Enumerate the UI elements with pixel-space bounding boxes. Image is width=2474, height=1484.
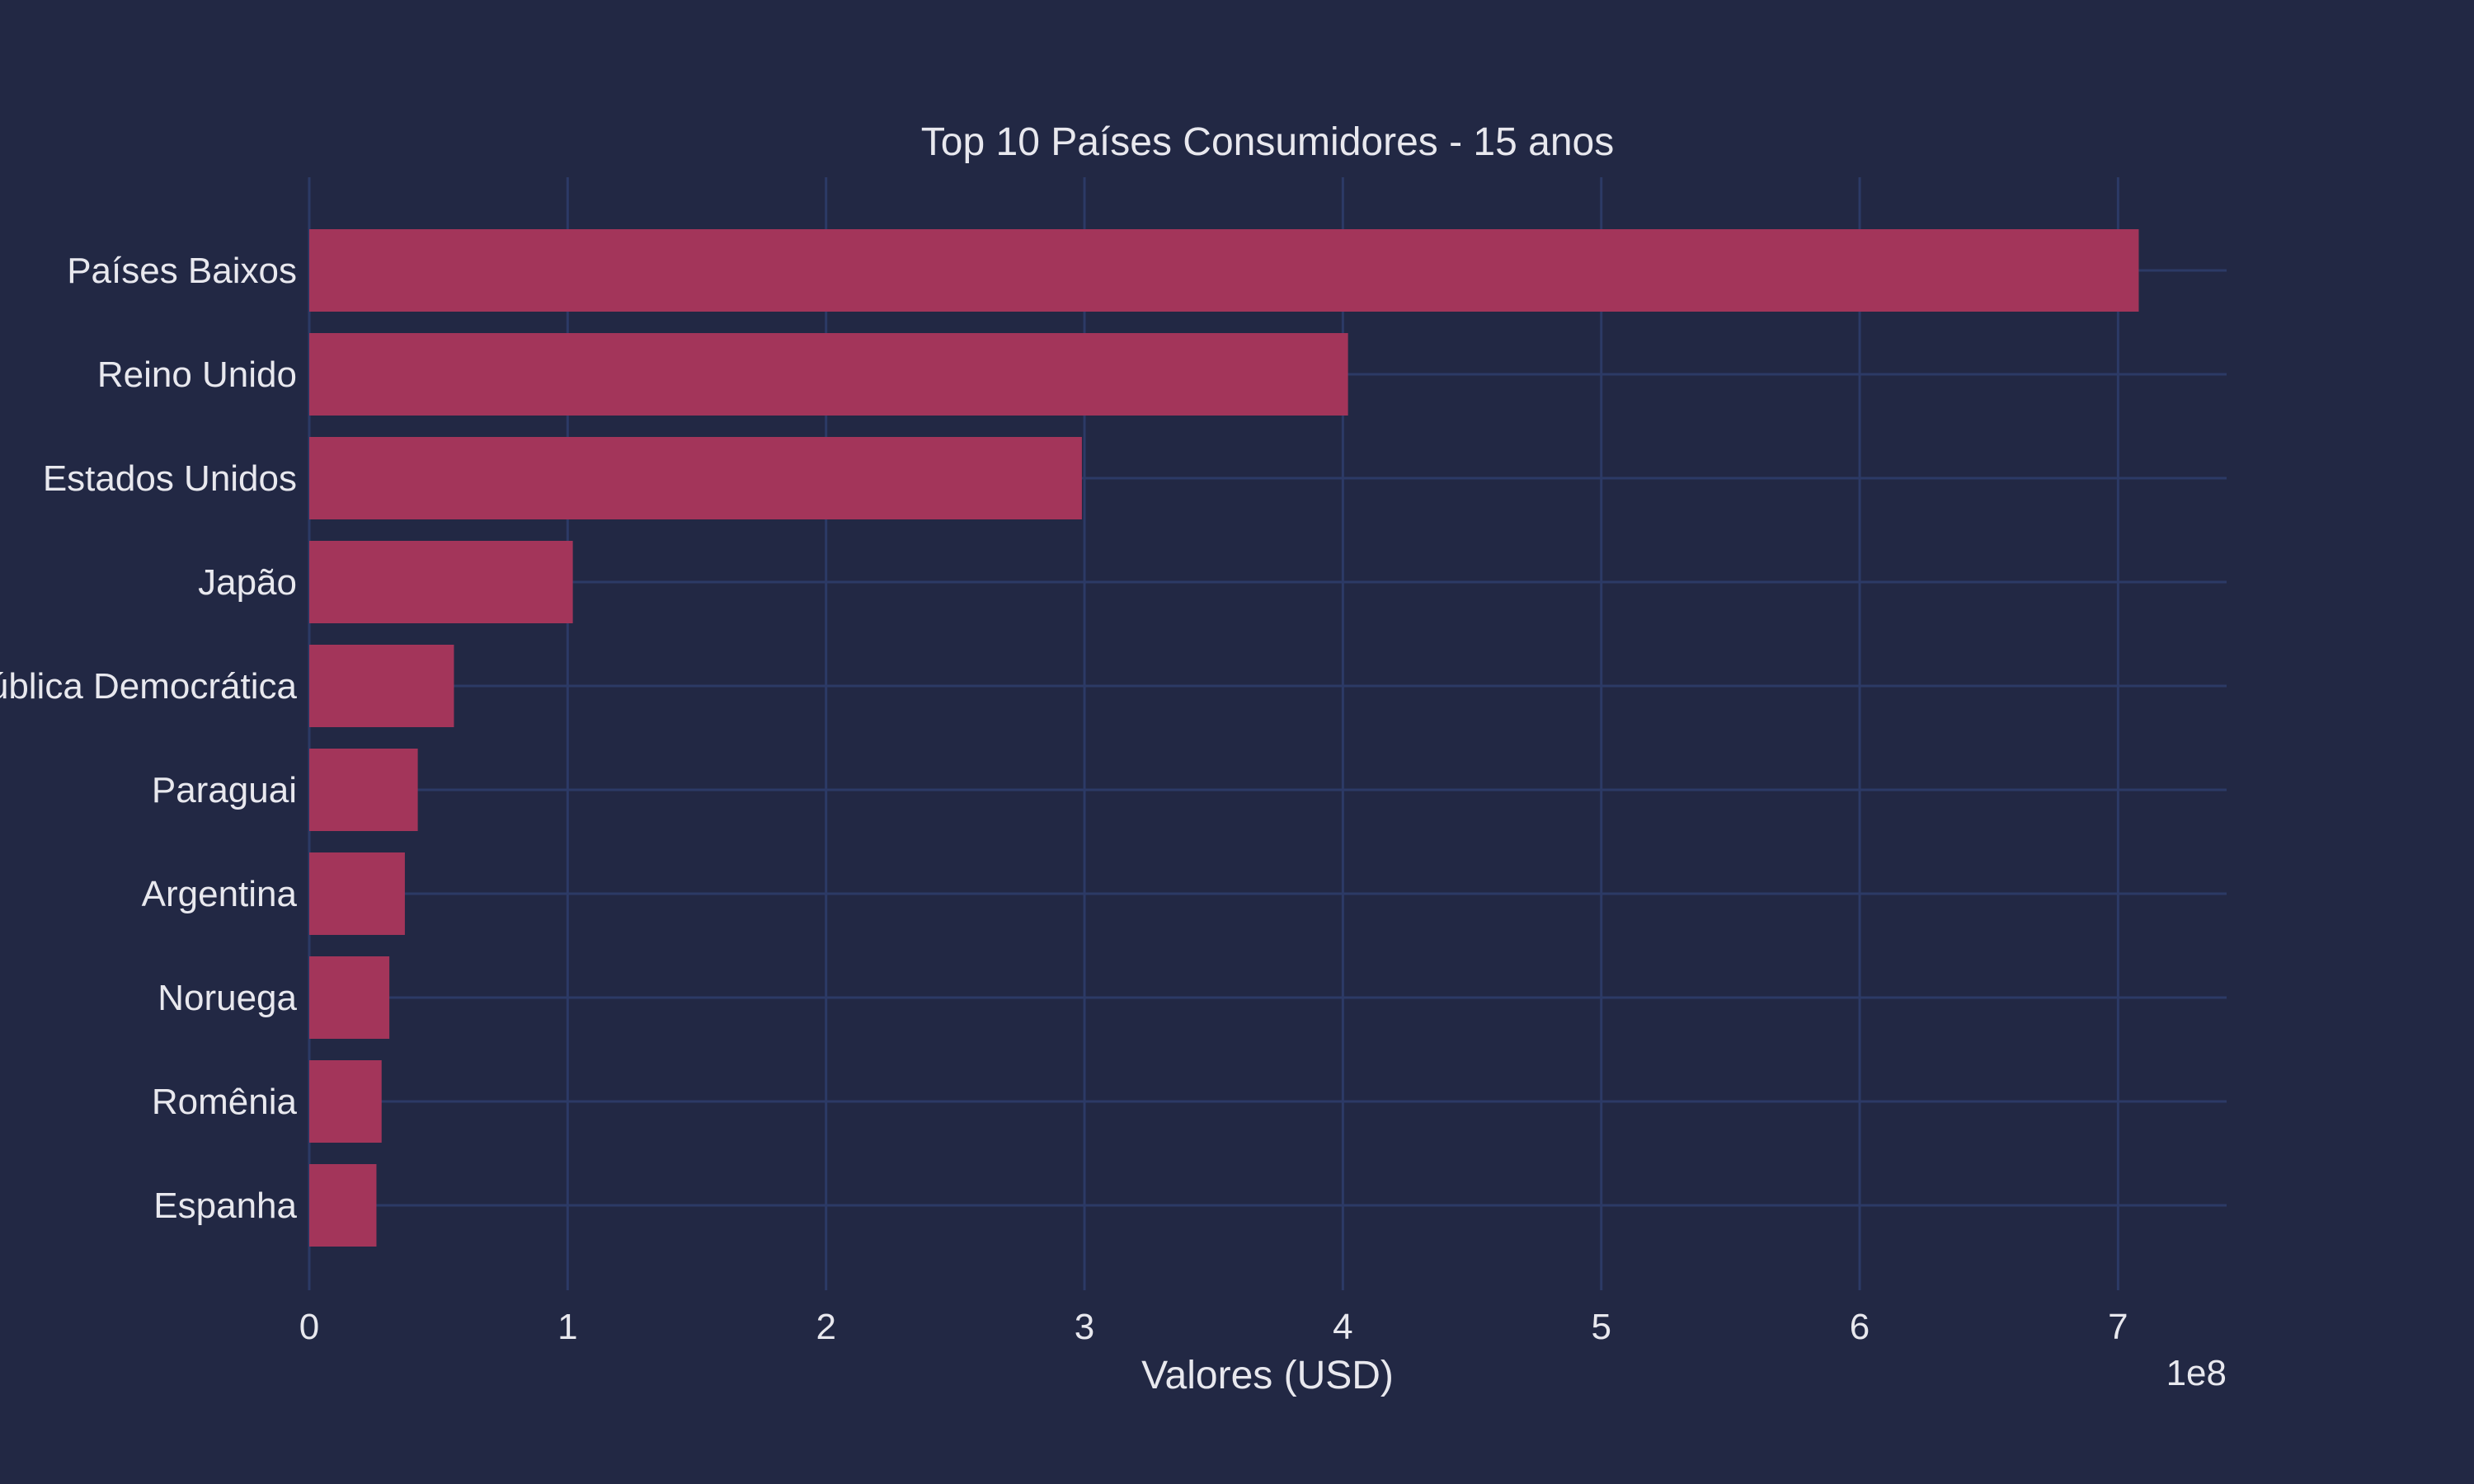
- x-tick-label: 1: [557, 1307, 577, 1347]
- category-label: Romênia: [152, 1082, 298, 1122]
- category-label: Reino Unido: [97, 355, 297, 395]
- bar[interactable]: [309, 437, 1082, 519]
- category-label: Paraguai: [152, 770, 297, 810]
- category-label: Japão: [198, 562, 297, 603]
- x-tick-label: 0: [299, 1307, 319, 1347]
- bar[interactable]: [309, 333, 1348, 416]
- x-tick-label: 2: [816, 1307, 835, 1347]
- bar[interactable]: [309, 852, 405, 935]
- bar[interactable]: [309, 749, 418, 831]
- x-axis-multiplier: 1e8: [2166, 1353, 2227, 1393]
- bar[interactable]: [309, 956, 390, 1039]
- x-tick-label: 7: [2108, 1307, 2128, 1347]
- x-tick-label: 6: [1850, 1307, 1870, 1347]
- bar[interactable]: [309, 541, 573, 623]
- chart-title: Top 10 Países Consumidores - 15 anos: [921, 120, 1614, 164]
- category-label: Estados Unidos: [43, 458, 297, 499]
- category-labels: Países Baixos Reino Unido Estados Unidos Ja…: [0, 251, 298, 1226]
- x-tick-label: 3: [1075, 1307, 1094, 1347]
- category-label: Argentina: [142, 874, 298, 914]
- x-tick-label: 4: [1333, 1307, 1352, 1347]
- x-tick-labels: 0 1 2 3 4 5 6 7: [299, 1307, 2128, 1347]
- x-tick-label: 5: [1591, 1307, 1611, 1347]
- bar[interactable]: [309, 229, 2139, 312]
- category-label: República Democrática: [0, 666, 298, 707]
- category-label: Países Baixos: [67, 251, 297, 291]
- category-label: Espanha: [153, 1186, 297, 1226]
- bar[interactable]: [309, 645, 454, 727]
- bar-layer: [309, 229, 2139, 1247]
- bar[interactable]: [309, 1164, 377, 1247]
- x-axis-label: Valores (USD): [1141, 1354, 1394, 1397]
- bar[interactable]: [309, 1060, 382, 1143]
- category-label: Noruega: [158, 978, 297, 1018]
